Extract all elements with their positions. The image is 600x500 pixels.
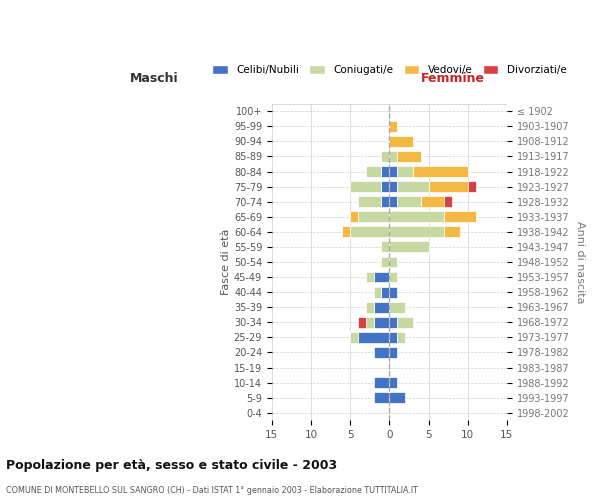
Bar [389, 256, 397, 268]
Text: Femmine: Femmine [421, 72, 485, 85]
Bar [389, 166, 397, 177]
Y-axis label: Anni di nascita: Anni di nascita [575, 220, 585, 303]
Bar [382, 256, 389, 268]
Bar [428, 181, 467, 192]
Bar [366, 302, 374, 312]
Bar [366, 272, 374, 282]
Bar [389, 121, 397, 132]
Bar [350, 226, 389, 237]
Bar [374, 286, 382, 298]
Bar [382, 151, 389, 162]
Bar [444, 196, 452, 207]
Bar [366, 317, 374, 328]
Bar [343, 226, 350, 237]
Y-axis label: Fasce di età: Fasce di età [221, 229, 231, 295]
Bar [389, 136, 413, 147]
Bar [389, 302, 405, 312]
Bar [358, 317, 366, 328]
Text: COMUNE DI MONTEBELLO SUL SANGRO (CH) - Dati ISTAT 1° gennaio 2003 - Elaborazione: COMUNE DI MONTEBELLO SUL SANGRO (CH) - D… [6, 486, 418, 495]
Bar [374, 347, 389, 358]
Bar [350, 332, 358, 343]
Bar [382, 166, 389, 177]
Bar [389, 286, 397, 298]
Bar [350, 181, 382, 192]
Bar [397, 151, 421, 162]
Bar [350, 212, 358, 222]
Bar [374, 392, 389, 403]
Bar [389, 317, 397, 328]
Bar [358, 332, 389, 343]
Bar [397, 332, 405, 343]
Bar [467, 181, 476, 192]
Bar [413, 166, 467, 177]
Bar [389, 151, 397, 162]
Bar [389, 392, 405, 403]
Bar [374, 302, 389, 312]
Bar [382, 286, 389, 298]
Bar [389, 377, 397, 388]
Bar [397, 317, 413, 328]
Bar [389, 181, 397, 192]
Bar [444, 212, 476, 222]
Bar [389, 347, 397, 358]
Bar [358, 196, 382, 207]
Bar [389, 332, 397, 343]
Bar [374, 317, 389, 328]
Bar [382, 196, 389, 207]
Bar [382, 242, 389, 252]
Bar [389, 242, 428, 252]
Text: Popolazione per età, sesso e stato civile - 2003: Popolazione per età, sesso e stato civil… [6, 460, 337, 472]
Bar [397, 181, 428, 192]
Legend: Celibi/Nubili, Coniugati/e, Vedovi/e, Divorziati/e: Celibi/Nubili, Coniugati/e, Vedovi/e, Di… [212, 64, 566, 75]
Bar [358, 212, 389, 222]
Bar [389, 272, 397, 282]
Bar [374, 377, 389, 388]
Bar [421, 196, 444, 207]
Bar [397, 196, 421, 207]
Bar [366, 166, 382, 177]
Bar [374, 272, 389, 282]
Bar [397, 166, 413, 177]
Text: Maschi: Maschi [130, 72, 179, 85]
Bar [389, 196, 397, 207]
Bar [382, 181, 389, 192]
Bar [389, 226, 444, 237]
Bar [444, 226, 460, 237]
Bar [389, 212, 444, 222]
